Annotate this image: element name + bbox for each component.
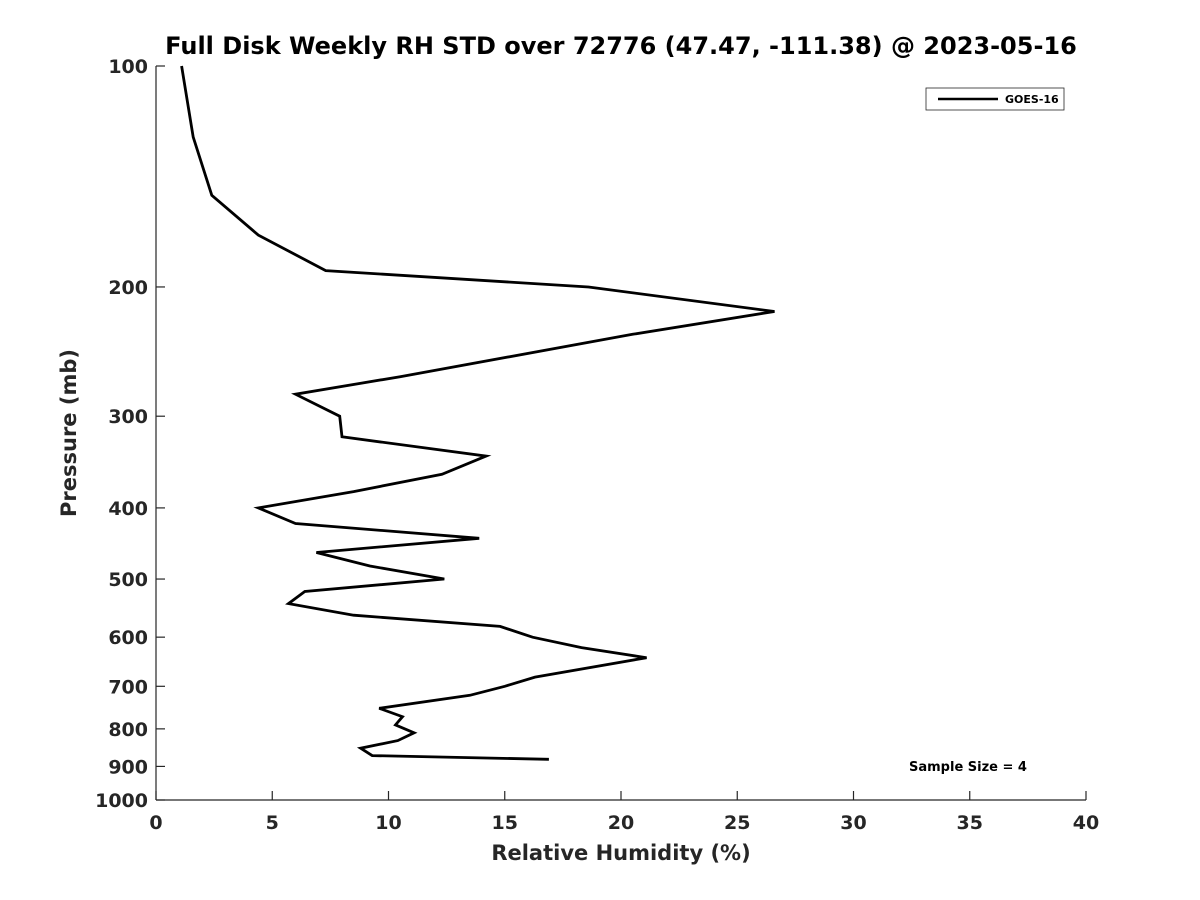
y-tick-label: 500 (108, 569, 148, 591)
x-tick-label: 20 (608, 812, 634, 834)
sample-size-annotation: Sample Size = 4 (909, 760, 1027, 775)
x-tick-label: 30 (840, 812, 866, 834)
y-tick-label: 800 (108, 719, 148, 741)
y-axis-label: Pressure (mb) (57, 349, 81, 517)
series-line-goes-16 (180, 65, 775, 761)
y-ticks: 100 200 300 400 500 600 700 800 900 1000 (95, 56, 165, 812)
chart-title: Full Disk Weekly RH STD over 72776 (47.4… (165, 32, 1077, 60)
y-tick-label: 400 (108, 498, 148, 520)
y-tick-label: 700 (108, 676, 148, 698)
y-tick-label: 600 (108, 627, 148, 649)
y-tick-label: 900 (108, 756, 148, 778)
legend-label-goes-16: GOES-16 (1005, 93, 1059, 106)
x-axis-label: Relative Humidity (%) (491, 841, 750, 865)
x-tick-label: 25 (724, 812, 750, 834)
x-tick-label: 0 (149, 812, 162, 834)
x-tick-label: 35 (957, 812, 983, 834)
series-layer (180, 65, 775, 761)
x-tick-label: 5 (266, 812, 279, 834)
y-tick-label: 100 (108, 56, 148, 78)
y-tick-label: 200 (108, 277, 148, 299)
x-tick-label: 10 (375, 812, 401, 834)
y-tick-label: 1000 (95, 790, 148, 812)
x-tick-label: 15 (492, 812, 518, 834)
legend: GOES-16 (925, 87, 1065, 111)
x-tick-label: 40 (1073, 812, 1099, 834)
y-tick-label: 300 (108, 406, 148, 428)
x-ticks: 0 5 10 15 20 25 30 35 40 (149, 791, 1099, 834)
